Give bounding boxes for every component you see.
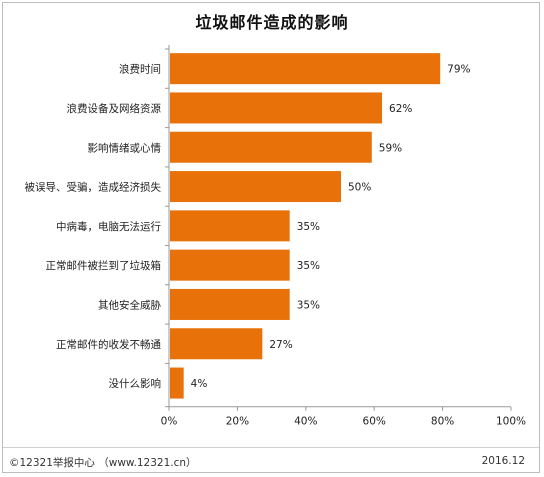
x-tick-label: 0% (161, 416, 178, 428)
value-label: 50% (348, 182, 371, 194)
value-label: 35% (297, 299, 320, 311)
x-tick-label: 100% (496, 416, 526, 428)
bar-chart: 浪费时间 79% 浪费设备及网络资源 62% 影响情绪或心情 59% 被误导、受骗，造成经济… (25, 45, 526, 428)
value-label: 62% (389, 103, 412, 115)
category-label: 正常邮件的收发不畅通 (56, 338, 161, 351)
category-label: 中病毒，电脑无法运行 (56, 220, 161, 233)
bar (170, 171, 341, 203)
bar (170, 210, 290, 242)
category-label: 被误导、受骗，造成经济损失 (25, 181, 162, 194)
value-label: 27% (269, 339, 292, 351)
source-credit: ©12321举报中心 （www.12321.cn） (9, 457, 197, 469)
footer-divider (3, 447, 539, 448)
bar (170, 53, 441, 85)
bar (170, 328, 263, 360)
value-label: 35% (297, 221, 320, 233)
bar (170, 249, 290, 281)
category-label: 其他安全威胁 (98, 298, 161, 311)
value-label: 79% (447, 64, 470, 76)
category-label: 浪费设备及网络资源 (67, 102, 162, 115)
bar (170, 367, 184, 399)
chart-title: 垃圾邮件造成的影响 (195, 13, 349, 32)
category-label: 影响情绪或心情 (88, 141, 162, 154)
bar (170, 288, 290, 320)
chart-frame: 垃圾邮件造成的影响 浪费时间 79% 浪费设备及网络资源 62% 影响情绪或心情 59% 被… (2, 2, 540, 473)
category-label: 正常邮件被拦到了垃圾箱 (46, 259, 162, 272)
x-tick-label: 80% (431, 416, 454, 428)
value-label: 35% (297, 260, 320, 272)
category-label: 没什么影响 (109, 377, 162, 390)
value-label: 4% (191, 378, 208, 390)
value-label: 59% (379, 142, 402, 154)
x-tick-label: 60% (363, 416, 386, 428)
x-tick-label: 20% (226, 416, 249, 428)
x-tick-label: 40% (294, 416, 317, 428)
bar (170, 92, 383, 124)
category-label: 浪费时间 (119, 63, 161, 76)
bar (170, 131, 372, 163)
report-date: 2016.12 (481, 455, 525, 467)
